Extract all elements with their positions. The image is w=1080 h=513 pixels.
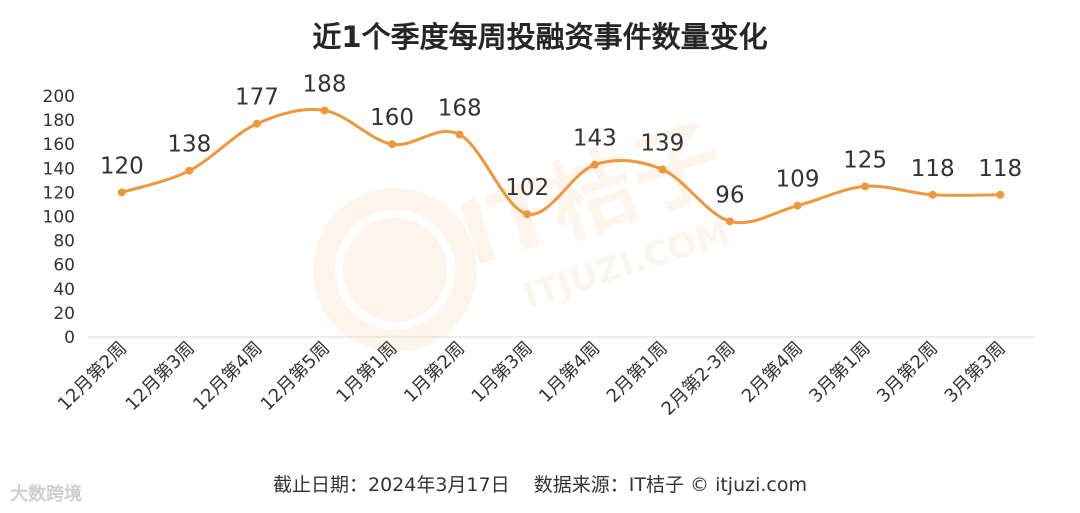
x-tick-label: 12月第2周: [54, 338, 131, 415]
data-label: 109: [776, 167, 820, 193]
data-label: 138: [167, 132, 211, 158]
data-point: [388, 140, 397, 149]
data-point: [523, 210, 532, 219]
data-point: [117, 188, 126, 197]
corner-brand-logo: 大数跨境: [10, 484, 82, 505]
data-label: 160: [370, 105, 414, 131]
y-tick-label: 140: [43, 159, 75, 179]
data-point: [252, 119, 261, 128]
x-tick-label: 3月第1周: [805, 338, 874, 407]
data-point: [861, 182, 870, 191]
data-source: 数据来源：IT桔子 © itjuzi.com: [533, 474, 807, 496]
data-label: 143: [573, 126, 617, 152]
y-tick-label: 60: [53, 256, 75, 276]
x-tick-label: 1月第4周: [535, 338, 604, 407]
data-label: 168: [438, 96, 482, 122]
x-tick-label: 12月第4周: [189, 338, 266, 415]
data-label: 139: [640, 131, 684, 157]
series-line: [121, 108, 1001, 225]
data-labels: 120 138 177 188 160 168 102 143 139 96 109 125 118 11…: [100, 71, 1022, 208]
data-point: [725, 217, 734, 226]
data-point: [658, 165, 667, 174]
chart-footer: 截止日期：2024年3月17日 数据来源：IT桔子 © itjuzi.com: [0, 470, 1080, 497]
y-tick-label: 0: [64, 328, 75, 348]
x-tick-label: 2月第4周: [738, 338, 807, 407]
data-point: [320, 106, 329, 115]
data-point: [185, 166, 194, 175]
data-label: 177: [235, 85, 279, 111]
data-label: 125: [843, 147, 887, 173]
cutoff-date: 截止日期：2024年3月17日: [272, 474, 510, 496]
x-tick-label: 1月第3周: [468, 338, 537, 407]
x-tick-label: 3月第3周: [941, 338, 1010, 407]
y-tick-label: 100: [43, 208, 75, 228]
y-tick-label: 80: [53, 232, 75, 252]
y-tick-label: 120: [43, 183, 75, 203]
data-point: [996, 190, 1005, 199]
y-tick-label: 180: [43, 111, 75, 131]
data-label: 118: [978, 156, 1022, 182]
x-tick-label: 12月第5周: [257, 338, 334, 415]
x-tick-label: 3月第2周: [873, 338, 942, 407]
data-label: 102: [505, 175, 549, 201]
y-tick-label: 20: [53, 304, 75, 324]
data-point: [455, 130, 464, 139]
y-tick-label: 200: [43, 87, 75, 107]
data-label: 118: [911, 156, 955, 182]
data-label: 188: [303, 71, 347, 97]
data-points: [117, 106, 1005, 226]
data-label: 96: [715, 182, 744, 208]
data-label: 120: [100, 153, 144, 179]
x-tick-label: 12月第3周: [122, 338, 199, 415]
chart-title: 近1个季度每周投融资事件数量变化: [312, 20, 768, 54]
data-point: [793, 201, 802, 210]
data-point: [928, 190, 937, 199]
y-axis: 0 20 40 60 80 100 120 140 160 180 200: [43, 87, 75, 348]
y-tick-label: 40: [53, 280, 75, 300]
y-tick-label: 160: [43, 135, 75, 155]
x-tick-label: 1月第1周: [332, 338, 401, 407]
data-point: [590, 160, 599, 169]
x-tick-label: 2月第1周: [603, 338, 672, 407]
x-axis: 12月第2周12月第3周12月第4周12月第5周1月第1周1月第2周1月第3周1…: [54, 338, 1010, 420]
watermark-orange-logo: [313, 188, 477, 352]
x-tick-label: 2月第2-3周: [658, 338, 740, 420]
